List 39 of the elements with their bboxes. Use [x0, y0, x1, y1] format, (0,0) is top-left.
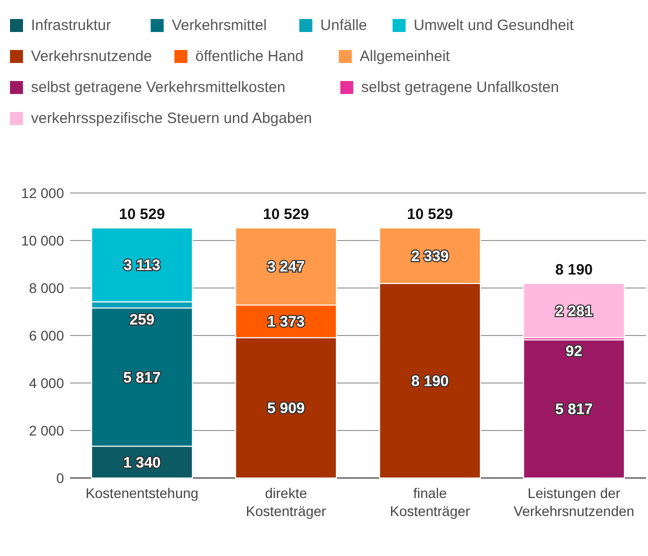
data-label: 92 — [566, 343, 582, 360]
y-tick-label: 12 000 — [21, 184, 64, 201]
data-label: 2 281 — [555, 302, 593, 320]
legend-label: Verkehrsnutzende — [31, 48, 152, 65]
y-tick-label: 8 000 — [28, 280, 64, 296]
legend-label: Unfälle — [320, 17, 368, 34]
legend-label: Umwelt und Gesundheit — [414, 17, 575, 34]
data-label: 3 247 — [267, 258, 305, 276]
legend-label: öffentliche Hand — [195, 48, 304, 65]
data-label: 5 909 — [267, 400, 305, 418]
bar — [523, 282, 625, 338]
legend-label: verkehrsspezifische Steuern und Abgaben — [31, 110, 312, 127]
legend-label: Infrastruktur — [31, 17, 112, 34]
y-tick-label: 10 000 — [21, 232, 64, 248]
data-label: 1 373 — [267, 314, 305, 331]
data-label: 5 817 — [123, 369, 161, 386]
y-tick-label: 4 000 — [28, 374, 64, 391]
x-tick-label: Leistungen der Verkehrsnutzenden — [514, 485, 634, 519]
x-tick-label: direkte Kostenträger — [246, 485, 326, 519]
data-label: 3 113 — [124, 257, 160, 274]
data-label: 1 340 — [123, 454, 161, 472]
total-label: 10 529 — [119, 206, 165, 223]
y-tick-label: 2 000 — [28, 422, 64, 438]
legend-label: selbst getragene Unfallkosten — [361, 79, 559, 96]
data-label: 8 190 — [411, 372, 449, 390]
bar — [523, 339, 625, 478]
y-tick-label: 6 000 — [28, 327, 64, 344]
total-label: 10 529 — [263, 206, 309, 223]
x-tick-label: finale Kostenträger — [390, 485, 470, 519]
x-tick-label: Kostenentstehung — [86, 485, 198, 501]
data-label: 2 339 — [411, 248, 449, 265]
data-label: 5 817 — [555, 401, 593, 418]
legend-label: Verkehrsmittel — [172, 17, 267, 34]
y-tick-label: 0 — [56, 470, 64, 486]
total-label: 8 190 — [555, 261, 593, 278]
data-label: 259 — [129, 311, 155, 328]
legend-label: selbst getragene Verkehrsmittelkosten — [31, 79, 286, 96]
legend-label: Allgemeinheit — [360, 48, 451, 65]
total-label: 10 529 — [407, 206, 453, 223]
